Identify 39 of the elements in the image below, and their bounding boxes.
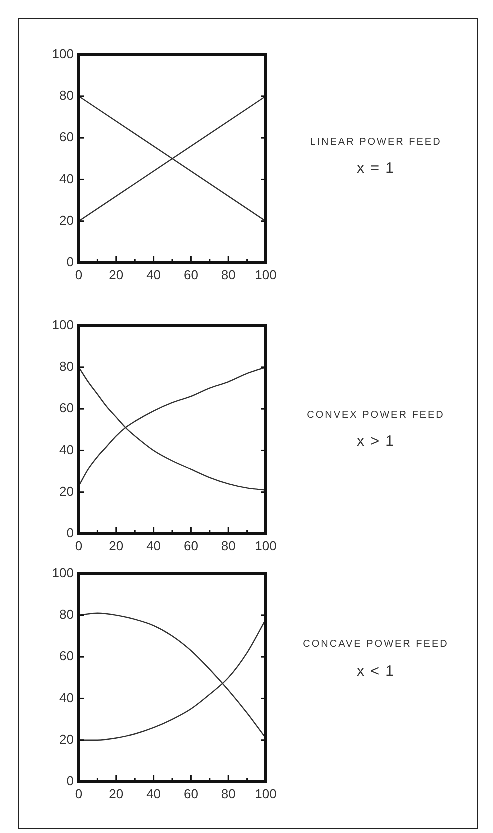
text: x < 1: [357, 663, 395, 680]
x-tick-label: 40: [146, 786, 162, 802]
y-tick-label: 40: [60, 690, 74, 706]
text: x > 1: [357, 433, 395, 450]
text: LINEAR POWER FEED: [310, 136, 442, 148]
x-tick-label: 100: [255, 538, 277, 554]
y-tick-label: 0: [66, 526, 74, 541]
y-tick-label: 60: [60, 130, 74, 145]
y-tick-label: 80: [60, 607, 74, 622]
x-tick-label: 60: [184, 538, 198, 554]
text: x = 1: [357, 160, 395, 178]
y-tick-label: 0: [66, 774, 74, 789]
x-tick-label: 20: [109, 538, 124, 554]
y-tick-label: 100: [52, 565, 74, 580]
y-tick-label: 20: [60, 732, 74, 747]
y-tick-label: 0: [66, 254, 74, 270]
x-tick-label: 80: [221, 786, 236, 802]
text: CONVEX POWER FEED: [307, 410, 445, 421]
x-tick-label: 80: [221, 538, 236, 554]
x-tick-label: 60: [184, 786, 198, 802]
y-tick-label: 40: [60, 171, 74, 186]
text: CONCAVE POWER FEED: [303, 638, 449, 650]
y-tick-label: 20: [60, 212, 74, 228]
x-tick-label: 40: [146, 538, 162, 554]
y-tick-label: 60: [60, 648, 74, 664]
x-tick-label: 80: [221, 267, 236, 282]
y-tick-label: 80: [60, 88, 74, 104]
x-tick-label: 20: [109, 786, 124, 802]
y-tick-label: 40: [60, 442, 74, 458]
y-tick-label: 100: [52, 317, 74, 332]
y-tick-label: 80: [60, 359, 74, 374]
y-tick-label: 100: [52, 46, 74, 62]
x-tick-label: 20: [109, 267, 124, 282]
x-tick-label: 60: [184, 267, 198, 282]
x-tick-label: 40: [146, 267, 162, 282]
x-tick-label: 100: [255, 786, 277, 802]
y-tick-label: 20: [60, 484, 74, 499]
y-tick-label: 60: [60, 400, 74, 416]
x-tick-label: 100: [255, 267, 277, 282]
